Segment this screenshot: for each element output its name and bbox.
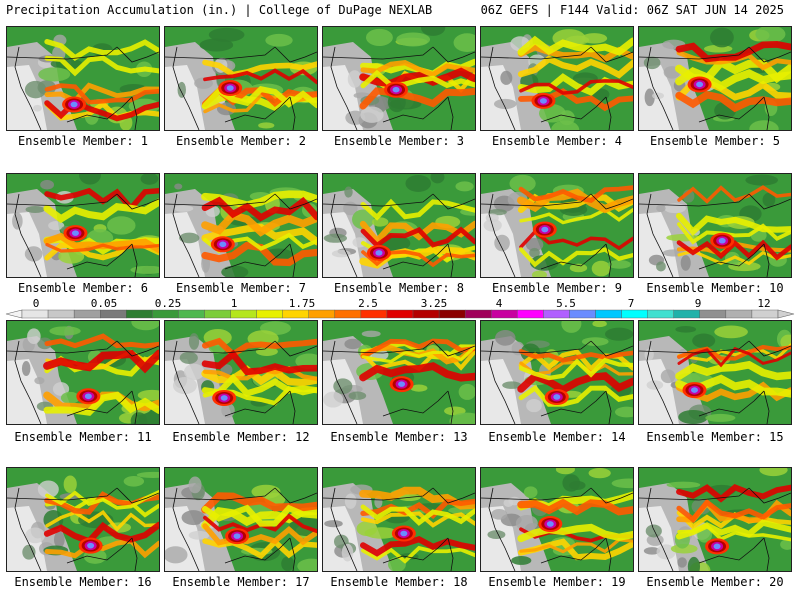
ensemble-member-label: Ensemble Member: 13 — [330, 430, 468, 444]
colorbar-tick-label: 1.75 — [288, 297, 316, 310]
colorbar-segment — [73, 309, 101, 319]
ensemble-member-label: Ensemble Member: 7 — [175, 281, 307, 295]
colorbar-tick-label: 12 — [757, 297, 771, 310]
ensemble-member-map — [6, 173, 160, 278]
ensemble-member-label: Ensemble Member: 10 — [646, 281, 784, 295]
colorbar-segment — [673, 309, 700, 319]
ensemble-member-map — [480, 467, 634, 572]
ensemble-member-map — [6, 467, 160, 572]
colorbar-segment — [178, 309, 205, 319]
colorbar-segment — [569, 309, 596, 319]
colorbar-segment — [334, 309, 362, 319]
ensemble-member-label: Ensemble Member: 6 — [17, 281, 149, 295]
colorbar-segment — [204, 309, 231, 319]
map-title: Precipitation Accumulation (in.) | Colle… — [6, 3, 433, 17]
ensemble-member-label: Ensemble Member: 18 — [330, 575, 468, 589]
ensemble-member-label: Ensemble Member: 20 — [646, 575, 784, 589]
ensemble-member-label: Ensemble Member: 19 — [488, 575, 626, 589]
colorbar-min-arrow — [5, 309, 23, 319]
colorbar-segment — [647, 309, 674, 319]
colorbar-segment — [725, 309, 753, 319]
colorbar-segment — [256, 309, 283, 319]
ensemble-member-label: Ensemble Member: 3 — [333, 134, 465, 148]
ensemble-member-label: Ensemble Member: 16 — [14, 575, 152, 589]
colorbar-tick-label: 2.5 — [358, 297, 378, 310]
colorbar-segment — [621, 309, 648, 319]
colorbar-segment — [751, 309, 779, 319]
ensemble-member-map — [6, 320, 160, 425]
ensemble-member-map — [6, 26, 160, 131]
colorbar-tick-label: 1 — [230, 297, 238, 310]
colorbar-segment — [595, 309, 622, 319]
ensemble-member-map — [322, 467, 476, 572]
ensemble-member-label: Ensemble Member: 5 — [649, 134, 781, 148]
colorbar-segment — [282, 309, 309, 319]
ensemble-member-map — [164, 26, 318, 131]
ensemble-member-map — [638, 173, 792, 278]
colorbar-segment — [152, 309, 179, 319]
ensemble-member-map — [164, 173, 318, 278]
colorbar-segment — [412, 309, 440, 319]
colorbar-segment — [230, 309, 257, 319]
ensemble-member-label: Ensemble Member: 14 — [488, 430, 626, 444]
colorbar-tick-label: 7 — [627, 297, 635, 310]
ensemble-member-label: Ensemble Member: 4 — [491, 134, 623, 148]
colorbar-tick-label: 0.25 — [154, 297, 182, 310]
ensemble-member-map — [480, 320, 634, 425]
ensemble-member-label: Ensemble Member: 15 — [646, 430, 784, 444]
ensemble-member-map — [638, 26, 792, 131]
colorbar-segment — [47, 309, 75, 319]
ensemble-member-label: Ensemble Member: 2 — [175, 134, 307, 148]
precip-colorbar — [5, 309, 795, 319]
ensemble-member-map — [322, 173, 476, 278]
ensemble-member-map — [638, 320, 792, 425]
colorbar-tick-label: 4 — [495, 297, 503, 310]
colorbar-segment — [21, 309, 49, 319]
ensemble-member-map — [480, 26, 634, 131]
colorbar-segment — [308, 309, 336, 319]
ensemble-member-label: Ensemble Member: 8 — [333, 281, 465, 295]
colorbar-tick-label: 9 — [694, 297, 702, 310]
ensemble-member-map — [322, 26, 476, 131]
ensemble-member-label: Ensemble Member: 1 — [17, 134, 149, 148]
ensemble-member-map — [164, 467, 318, 572]
colorbar-tick-label: 0 — [32, 297, 40, 310]
ensemble-member-label: Ensemble Member: 17 — [172, 575, 310, 589]
colorbar-tick-label: 0.05 — [90, 297, 118, 310]
colorbar-tick-label: 5.5 — [556, 297, 576, 310]
colorbar-segment — [386, 309, 414, 319]
colorbar-segment — [360, 309, 388, 319]
colorbar-max-arrow — [777, 309, 795, 319]
colorbar-segment — [100, 309, 127, 319]
ensemble-member-map — [164, 320, 318, 425]
colorbar-segment — [517, 309, 544, 319]
colorbar-segment — [491, 309, 518, 319]
ensemble-member-map — [480, 173, 634, 278]
ensemble-member-map — [322, 320, 476, 425]
colorbar-tick-label: 3.25 — [420, 297, 448, 310]
ensemble-member-map — [638, 467, 792, 572]
model-run-info: 06Z GEFS | F144 Valid: 06Z SAT JUN 14 20… — [480, 3, 784, 17]
ensemble-member-label: Ensemble Member: 11 — [14, 430, 152, 444]
ensemble-member-label: Ensemble Member: 12 — [172, 430, 310, 444]
colorbar-segment — [438, 309, 466, 319]
colorbar-segment — [126, 309, 153, 319]
ensemble-member-label: Ensemble Member: 9 — [491, 281, 623, 295]
colorbar-segment — [464, 309, 492, 319]
colorbar-segment — [543, 309, 570, 319]
colorbar-segment — [699, 309, 727, 319]
